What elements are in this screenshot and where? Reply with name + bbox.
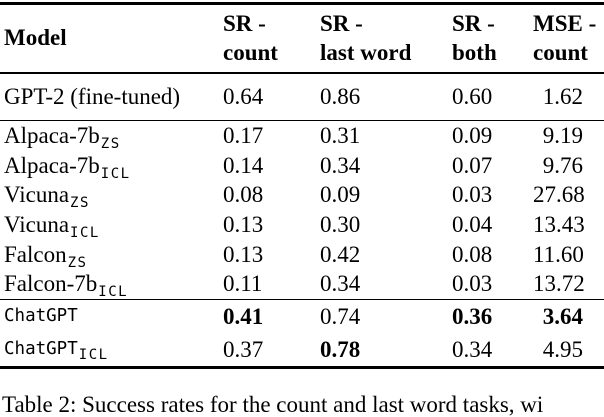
value-cell: 0.34 bbox=[320, 271, 361, 297]
column-header-line2: both bbox=[452, 39, 497, 65]
model-name: Falcon bbox=[4, 241, 67, 267]
value-cell: 0.30 bbox=[320, 212, 361, 238]
value-cell: 0.41 bbox=[223, 304, 264, 330]
model-subscript: ZS bbox=[100, 136, 121, 153]
value-cell: 0.03 bbox=[452, 271, 493, 297]
value-cell: 3.64 bbox=[542, 304, 583, 330]
model-name: ChatGPT bbox=[4, 305, 78, 326]
model-name: Falcon-7b bbox=[4, 271, 98, 297]
table-row: Alpaca-7bZS 0.17 0.31 0.09 9.19 bbox=[0, 121, 604, 151]
value-cell: 0.08 bbox=[223, 182, 264, 208]
model-name: Alpaca-7b bbox=[4, 152, 100, 178]
model-name: Vicuna bbox=[4, 182, 70, 208]
mid-rule-2 bbox=[0, 298, 604, 301]
value-cell: 0.34 bbox=[452, 337, 493, 363]
model-name: Vicuna bbox=[4, 212, 70, 238]
column-header-line1: MSE - bbox=[533, 11, 597, 37]
value-cell: 1.62 bbox=[542, 84, 583, 109]
value-cell: 0.31 bbox=[320, 123, 361, 149]
model-name-cell: Alpaca-7bZS bbox=[0, 123, 223, 151]
value-cell: 0.60 bbox=[452, 84, 493, 109]
table-top-rule bbox=[0, 2, 604, 5]
value-cell: 13.43 bbox=[533, 212, 585, 238]
column-header-sr-count: SR - count bbox=[223, 10, 320, 66]
table-bottom-rule bbox=[0, 366, 604, 370]
mid-rule-1 bbox=[0, 119, 604, 121]
model-name-cell: Alpaca-7bICL bbox=[0, 152, 223, 181]
table-row: FalconZS 0.13 0.42 0.08 11.60 bbox=[0, 239, 604, 270]
column-header-sr-both: SR - both bbox=[452, 10, 533, 66]
value-cell: 0.09 bbox=[320, 182, 361, 208]
model-subscript: ICL bbox=[100, 165, 131, 182]
value-cell: 0.13 bbox=[223, 241, 264, 267]
column-header-line2: last word bbox=[320, 39, 412, 65]
model-name-cell: FalconZS bbox=[0, 241, 223, 270]
value-cell: 0.09 bbox=[452, 123, 493, 149]
section-open-models: Alpaca-7bZS 0.17 0.31 0.09 9.19 Alpaca-7… bbox=[0, 121, 604, 299]
model-subscript: ICL bbox=[78, 346, 109, 363]
table-row: Alpaca-7bICL 0.14 0.34 0.07 9.76 bbox=[0, 151, 604, 181]
column-header-model: Model bbox=[0, 24, 223, 52]
value-cell: 0.42 bbox=[320, 241, 361, 267]
model-name: Alpaca-7b bbox=[4, 123, 100, 149]
model-name: ChatGPT bbox=[4, 338, 78, 359]
model-name-cell: Falcon-7bICL bbox=[0, 271, 223, 299]
table-caption: Table 2: Success rates for the count and… bbox=[2, 392, 544, 417]
value-cell: 9.19 bbox=[542, 123, 583, 149]
table-row: GPT-2 (fine-tuned) 0.64 0.86 0.60 1.62 bbox=[0, 74, 604, 120]
column-header-label: Model bbox=[4, 25, 67, 51]
value-cell: 0.36 bbox=[452, 304, 493, 330]
section-chatgpt: ChatGPT 0.41 0.74 0.36 3.64 ChatGPTICL 0… bbox=[0, 300, 604, 366]
column-header-line2: count bbox=[223, 39, 278, 65]
value-cell: 0.64 bbox=[223, 84, 264, 109]
value-cell: 0.78 bbox=[320, 337, 361, 363]
value-cell: 0.13 bbox=[223, 212, 264, 238]
model-name-cell: ChatGPTICL bbox=[0, 338, 223, 362]
table-row: ChatGPTICL 0.37 0.78 0.34 4.95 bbox=[0, 333, 604, 366]
model-subscript: ICL bbox=[70, 225, 100, 242]
table-row: ChatGPT 0.41 0.74 0.36 3.64 bbox=[0, 300, 604, 333]
model-subscript: ICL bbox=[98, 284, 129, 301]
model-name-cell: ChatGPT bbox=[0, 305, 223, 326]
column-header-line1: SR - bbox=[223, 11, 266, 37]
value-cell: 27.68 bbox=[533, 182, 585, 208]
value-cell: 13.72 bbox=[533, 271, 585, 297]
value-cell: 0.86 bbox=[320, 84, 361, 109]
header-rule bbox=[0, 72, 604, 74]
model-name-cell: VicunaZS bbox=[0, 182, 223, 210]
value-cell: 0.37 bbox=[223, 337, 264, 363]
value-cell: 0.08 bbox=[452, 241, 493, 267]
value-cell: 0.03 bbox=[452, 182, 493, 208]
table-header-row: Model SR - count SR - last word SR - bot… bbox=[0, 5, 604, 72]
value-cell: 0.17 bbox=[223, 123, 264, 149]
model-subscript: ZS bbox=[70, 195, 90, 212]
results-table: Model SR - count SR - last word SR - bot… bbox=[0, 2, 604, 370]
value-cell: 0.04 bbox=[452, 212, 493, 238]
value-cell: 0.07 bbox=[452, 152, 493, 178]
table-row: VicunaICL 0.13 0.30 0.04 13.43 bbox=[0, 210, 604, 240]
column-header-line1: SR - bbox=[452, 11, 495, 37]
value-cell: 0.34 bbox=[320, 152, 361, 178]
value-cell: 9.76 bbox=[542, 152, 583, 178]
value-cell: 0.74 bbox=[320, 304, 361, 330]
section-finetuned: GPT-2 (fine-tuned) 0.64 0.86 0.60 1.62 bbox=[0, 74, 604, 120]
column-header-line2: count bbox=[533, 39, 588, 65]
column-header-line1: SR - bbox=[320, 11, 363, 37]
column-header-sr-last-word: SR - last word bbox=[320, 10, 452, 66]
value-cell: 4.95 bbox=[542, 337, 583, 363]
model-name-cell: GPT-2 (fine-tuned) bbox=[0, 85, 223, 108]
model-name: GPT-2 (fine-tuned) bbox=[4, 84, 181, 109]
value-cell: 0.14 bbox=[223, 152, 264, 178]
column-header-mse-count: MSE - count bbox=[533, 10, 604, 66]
table-row: VicunaZS 0.08 0.09 0.03 27.68 bbox=[0, 180, 604, 210]
model-name-cell: VicunaICL bbox=[0, 212, 223, 240]
value-cell: 11.60 bbox=[533, 241, 584, 267]
model-subscript: ZS bbox=[67, 254, 88, 271]
table-row: Falcon-7bICL 0.11 0.34 0.03 13.72 bbox=[0, 269, 604, 299]
value-cell: 0.11 bbox=[223, 271, 263, 297]
